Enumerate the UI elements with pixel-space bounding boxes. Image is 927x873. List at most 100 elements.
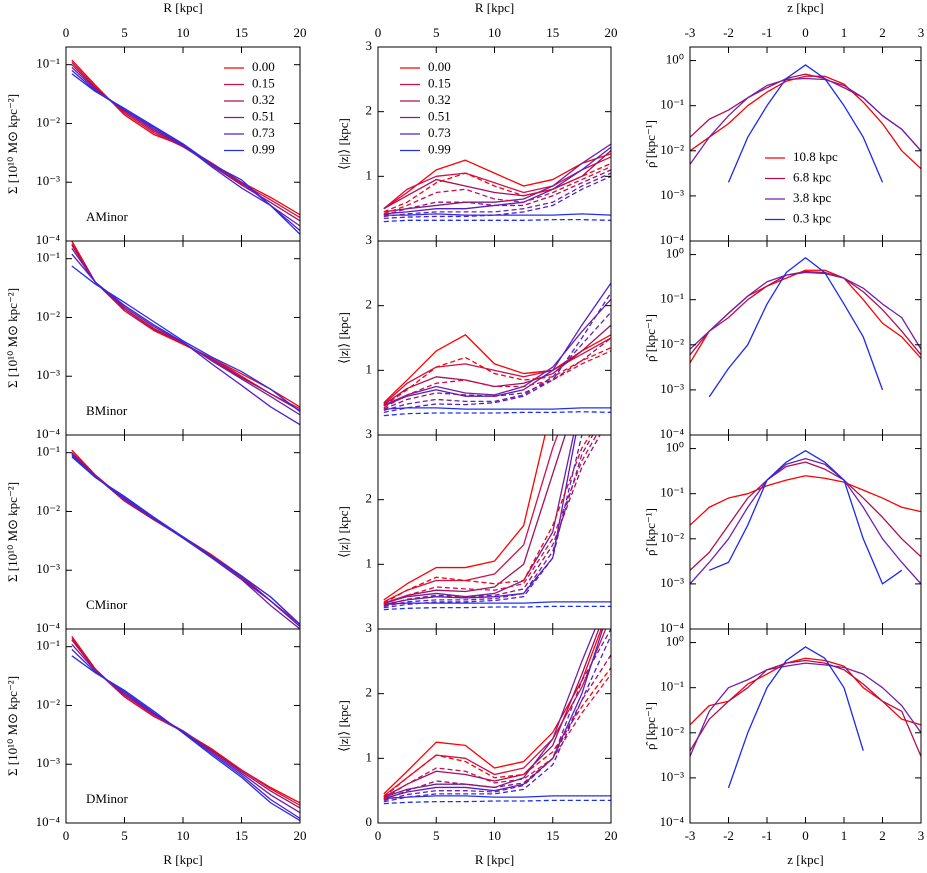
y-tick-label: 10⁻⁴ bbox=[660, 232, 685, 247]
legend-label: 0.00 bbox=[252, 59, 275, 74]
panel: 1 2 3 ⟨|z|⟩ [kpc] bbox=[336, 232, 612, 436]
line-series bbox=[71, 639, 300, 809]
x-tick-label: 10 bbox=[488, 25, 501, 40]
legend-label: 0.51 bbox=[428, 108, 451, 123]
y-tick-label: 10⁻² bbox=[660, 336, 684, 351]
y-tick-label: 10⁻⁴ bbox=[36, 814, 61, 829]
line-series bbox=[383, 334, 611, 404]
y-tick-label: 10⁻² bbox=[660, 724, 684, 739]
y-tick-label: 10⁰ bbox=[666, 634, 684, 649]
plot-frame bbox=[377, 628, 612, 824]
legend-label: 0.3 kpc bbox=[793, 210, 832, 225]
x-tick-label: 5 bbox=[433, 828, 440, 843]
x-tick-label: 1 bbox=[841, 25, 848, 40]
line-series bbox=[709, 449, 903, 585]
x-tick-label: 20 bbox=[294, 828, 307, 843]
y-axis-label: ρ̂ [kpc⁻¹] bbox=[643, 314, 658, 362]
legend-label: 0.51 bbox=[252, 108, 275, 123]
y-tick-label: 1 bbox=[366, 167, 373, 182]
y-tick-label: 10⁻¹ bbox=[36, 638, 60, 653]
x-tick-label: 1 bbox=[841, 828, 848, 843]
series-group bbox=[383, 143, 611, 223]
y-tick-label: 10⁻² bbox=[36, 114, 60, 129]
line-series bbox=[383, 407, 611, 410]
y-tick-label: 10⁰ bbox=[666, 440, 684, 455]
line-series bbox=[71, 456, 300, 625]
line-series bbox=[383, 605, 611, 611]
line-series bbox=[383, 799, 611, 805]
x-axis-label: R [kpc] bbox=[475, 852, 514, 867]
line-series bbox=[383, 629, 611, 802]
line-series bbox=[71, 637, 300, 806]
line-series bbox=[727, 646, 864, 789]
x-tick-label: 15 bbox=[546, 828, 559, 843]
series-group bbox=[383, 435, 611, 611]
line-series bbox=[383, 213, 611, 216]
line-series bbox=[383, 347, 611, 407]
line-series bbox=[383, 219, 611, 223]
line-series bbox=[383, 298, 611, 406]
x-tick-label: 0 bbox=[63, 25, 70, 40]
legend-label: 0.99 bbox=[428, 141, 451, 156]
line-series bbox=[383, 629, 604, 800]
x-tick-label: 0 bbox=[802, 25, 809, 40]
line-series bbox=[708, 257, 884, 398]
y-tick-label: 10⁻² bbox=[660, 142, 684, 157]
legend-label: 0.15 bbox=[428, 75, 451, 90]
series-group bbox=[690, 257, 921, 398]
line-series bbox=[383, 435, 575, 604]
x-tick-label: -1 bbox=[762, 828, 773, 843]
y-tick-label: 10⁻⁴ bbox=[36, 232, 61, 247]
line-series bbox=[71, 247, 300, 416]
line-series bbox=[71, 655, 300, 822]
line-series bbox=[383, 146, 611, 215]
line-series bbox=[383, 435, 566, 604]
x-tick-label: -1 bbox=[762, 25, 773, 40]
x-tick-label: 5 bbox=[433, 25, 440, 40]
y-tick-label: 0 bbox=[366, 814, 373, 829]
series-group bbox=[383, 629, 611, 805]
line-series bbox=[383, 673, 611, 799]
y-axis-label: Σ [10¹⁰ M⊙ kpc⁻²] bbox=[5, 94, 20, 194]
legend-label: 0.15 bbox=[252, 75, 275, 90]
panel: 10⁻⁴ 10⁻³ 10⁻² 10⁻¹ Σ [10¹⁰ M⊙ kpc⁻²] CMinor bbox=[5, 434, 301, 635]
line-series bbox=[383, 435, 583, 609]
line-series bbox=[383, 411, 611, 417]
line-series bbox=[383, 629, 602, 795]
y-tick-label: 1 bbox=[366, 361, 373, 376]
line-series bbox=[383, 156, 611, 210]
line-series bbox=[690, 77, 921, 165]
series-group bbox=[71, 635, 300, 822]
x-tick-label: 20 bbox=[605, 25, 618, 40]
x-tick-label: 15 bbox=[235, 25, 248, 40]
line-series bbox=[690, 271, 921, 350]
line-series bbox=[383, 337, 611, 410]
y-tick-label: 10⁻² bbox=[36, 308, 60, 323]
line-series bbox=[383, 169, 611, 216]
series-group bbox=[690, 646, 921, 789]
panel-label: DMinor bbox=[86, 791, 129, 806]
panel-label: BMinor bbox=[86, 403, 128, 418]
series-group bbox=[383, 282, 611, 417]
panel: 10⁻⁴ 10⁻³ 10⁻² 10⁻¹ 0 5 10 15 20 R [kpc] Σ [10¹⁰ M… bbox=[5, 628, 307, 867]
x-tick-label: 0 bbox=[375, 828, 382, 843]
y-tick-label: 10⁻⁴ bbox=[660, 426, 685, 441]
panel: 10⁻⁴ 10⁻³ 10⁻² 10⁻¹ 10⁰ ρ̂ [kpc⁻¹] bbox=[643, 434, 922, 635]
y-tick-label: 1 bbox=[366, 749, 373, 764]
x-tick-label: -2 bbox=[723, 25, 734, 40]
x-tick-label: 2 bbox=[879, 828, 886, 843]
y-tick-label: 10⁻¹ bbox=[36, 250, 60, 265]
line-series bbox=[383, 162, 611, 213]
line-series bbox=[71, 73, 300, 235]
y-tick-label: 3 bbox=[366, 620, 373, 635]
panel: 1 2 3 ⟨|z|⟩ [kpc] bbox=[336, 426, 612, 630]
x-axis-label: R [kpc] bbox=[475, 0, 514, 15]
x-tick-label: 15 bbox=[235, 828, 248, 843]
x-tick-label: 0 bbox=[375, 25, 382, 40]
legend-label: 0.32 bbox=[428, 92, 451, 107]
series-group bbox=[71, 449, 300, 629]
line-series bbox=[383, 292, 611, 414]
